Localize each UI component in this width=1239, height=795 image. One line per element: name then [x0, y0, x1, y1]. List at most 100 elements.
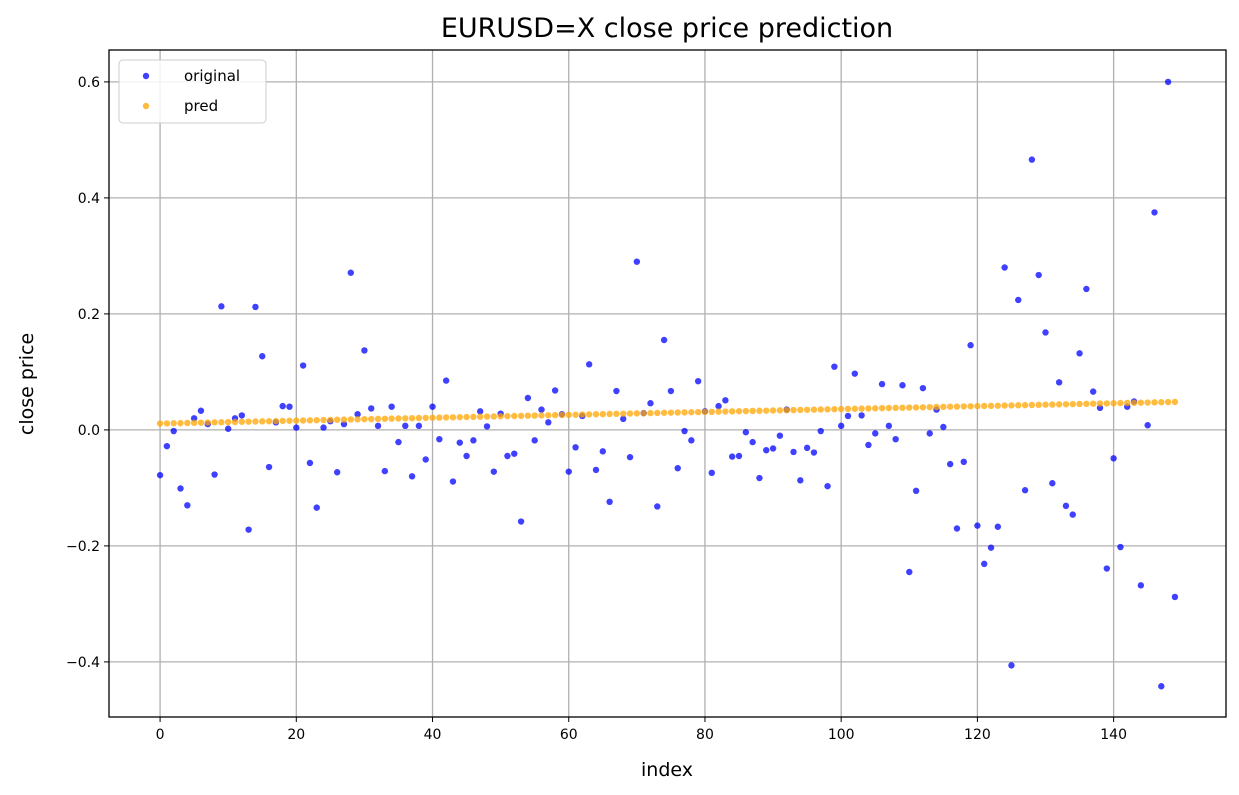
data-point-original [340, 420, 348, 428]
data-point-pred [463, 413, 470, 421]
y-tick-label: −0.2 [66, 539, 100, 555]
data-point-pred [170, 420, 177, 427]
data-point-pred [681, 409, 688, 416]
data-point-original [763, 447, 770, 454]
data-point-original [1089, 388, 1097, 395]
data-point-pred [892, 404, 899, 412]
legend: original pred [118, 59, 267, 124]
data-point-original [940, 423, 947, 431]
data-point-pred [299, 417, 307, 424]
data-point-original [245, 526, 252, 533]
data-point-original [1062, 502, 1070, 510]
data-point-pred [184, 419, 191, 427]
data-point-original [742, 429, 750, 436]
data-point-pred [218, 419, 225, 426]
data-point-original [224, 425, 232, 432]
data-point-original [422, 456, 429, 463]
data-point-original [551, 387, 559, 394]
data-point-pred [374, 415, 382, 423]
data-point-pred [347, 416, 354, 423]
data-point-original [490, 468, 498, 475]
data-point-pred [599, 410, 606, 418]
data-point-original [156, 471, 164, 479]
data-point-original [953, 525, 961, 532]
data-point-pred [974, 402, 981, 410]
data-point-pred [388, 415, 395, 422]
data-point-original [1055, 379, 1063, 386]
data-point-pred [524, 412, 532, 419]
data-point-original [545, 419, 552, 426]
data-point-pred [259, 418, 266, 425]
data-point-pred [402, 415, 409, 422]
data-point-original [654, 503, 661, 510]
data-point-original [810, 449, 818, 456]
data-point-original [1008, 662, 1015, 669]
data-point-original [885, 422, 893, 430]
grid [109, 50, 1226, 717]
data-point-pred [906, 404, 913, 411]
data-point-pred [926, 403, 933, 411]
data-point-pred [987, 402, 995, 410]
data-point-original [368, 405, 375, 412]
data-point-original [1144, 422, 1151, 429]
data-point-pred [660, 409, 668, 416]
data-point-original [994, 523, 1002, 530]
data-point-pred [211, 419, 218, 426]
data-point-pred [313, 417, 320, 424]
data-point-original [415, 422, 423, 430]
data-point-original [408, 473, 416, 480]
data-point-pred [1042, 401, 1049, 408]
data-point-pred [279, 417, 286, 425]
data-point-original [218, 303, 225, 310]
data-point-original [354, 411, 361, 418]
data-point-pred [286, 417, 293, 424]
data-point-original [817, 427, 824, 435]
data-point-original [388, 403, 395, 410]
data-point-pred [381, 415, 389, 422]
data-point-pred [667, 409, 675, 416]
data-point-original [694, 377, 702, 385]
data-point-pred [511, 412, 518, 420]
data-point-pred [592, 411, 600, 418]
data-point-pred [436, 414, 443, 421]
data-point-pred [1158, 399, 1165, 406]
data-point-original [1069, 511, 1076, 518]
data-point-pred [837, 405, 845, 413]
data-point-pred [763, 407, 770, 414]
data-point-original [436, 435, 443, 443]
data-point-original [1001, 264, 1008, 271]
data-point-pred [483, 413, 491, 420]
data-point-original [565, 468, 572, 475]
data-point-original [776, 432, 784, 439]
data-point-original [1042, 329, 1049, 336]
data-point-pred [368, 415, 375, 423]
data-point-original [163, 442, 171, 450]
data-point-pred [1062, 401, 1070, 408]
data-point-original [1137, 582, 1145, 589]
y-tick-label: 0.2 [78, 307, 100, 323]
data-point-original [190, 415, 198, 422]
data-point-original [463, 452, 470, 460]
data-point-original [585, 361, 593, 368]
data-point-original [1117, 543, 1124, 551]
data-point-original [872, 430, 879, 437]
x-tick-label: 100 [828, 727, 855, 743]
data-point-original [470, 437, 477, 444]
data-point-original [381, 467, 389, 475]
data-point-original [708, 469, 715, 477]
data-point-pred [953, 403, 961, 410]
data-point-pred [456, 413, 463, 421]
data-point-original [1171, 593, 1179, 601]
data-point-original [1164, 78, 1172, 86]
data-point-pred [899, 404, 906, 411]
data-point-original [211, 471, 218, 478]
data-point-original [803, 444, 811, 452]
data-point-original [238, 412, 246, 419]
data-point-pred [204, 419, 211, 426]
data-point-pred [354, 416, 361, 423]
data-point-original [449, 478, 457, 485]
data-point-pred [756, 407, 763, 414]
data-point-original [735, 452, 743, 460]
data-point-pred [190, 419, 198, 427]
data-point-original [960, 458, 967, 465]
